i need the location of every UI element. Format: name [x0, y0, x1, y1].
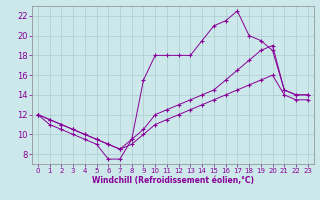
X-axis label: Windchill (Refroidissement éolien,°C): Windchill (Refroidissement éolien,°C) [92, 176, 254, 185]
